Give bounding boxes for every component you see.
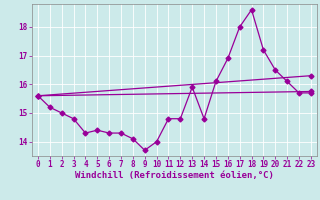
- X-axis label: Windchill (Refroidissement éolien,°C): Windchill (Refroidissement éolien,°C): [75, 171, 274, 180]
